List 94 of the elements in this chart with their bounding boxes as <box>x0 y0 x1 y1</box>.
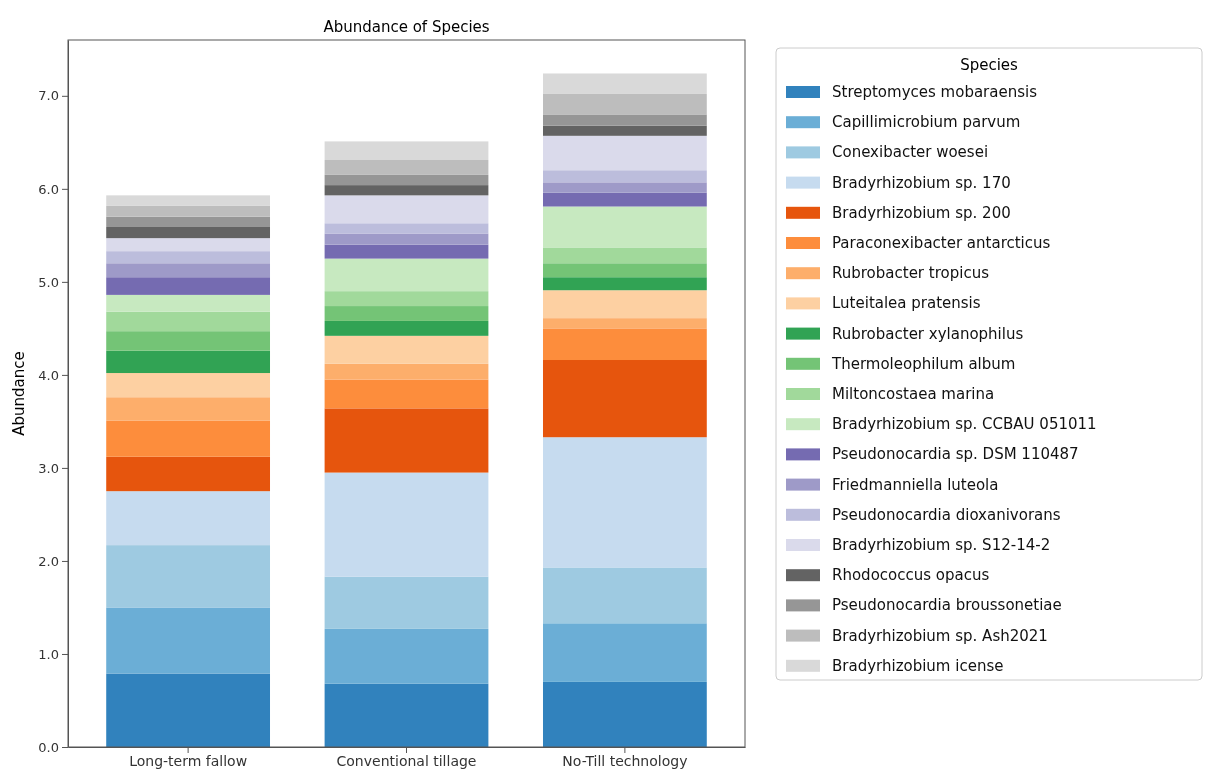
x-tick-label: Long-term fallow <box>129 752 248 769</box>
bar <box>106 331 271 351</box>
legend-label: Bradyrhizobium sp. CCBAU 051011 <box>832 415 1097 434</box>
chart-title: Abundance of Species <box>323 18 490 36</box>
x-tick-label: No-Till technology <box>562 752 688 769</box>
bar <box>106 397 271 421</box>
bar <box>542 290 707 319</box>
legend-label: Miltoncostaea marina <box>832 385 995 403</box>
bar <box>324 320 489 336</box>
bar <box>324 244 489 259</box>
bar <box>542 437 707 568</box>
legend-label: Thermoleophilum album <box>831 354 1016 373</box>
legend-label: Luteitalea pratensis <box>832 294 981 313</box>
legend-label: Paraconexibacter antarcticus <box>832 234 1051 252</box>
bar <box>324 233 489 245</box>
legend-label: Rhodococcus opacus <box>832 566 990 585</box>
x-tick-label: Conventional tillage <box>336 752 477 769</box>
legend-title: Species <box>960 56 1019 74</box>
bar <box>106 607 271 674</box>
bar <box>106 420 271 457</box>
y-tick-label: 6.0 <box>38 181 59 197</box>
bar <box>542 567 707 624</box>
bar <box>324 185 489 196</box>
bar <box>106 673 271 747</box>
bar <box>106 238 271 252</box>
bar <box>542 192 707 207</box>
bar <box>106 277 271 295</box>
bar <box>542 681 707 747</box>
bar <box>324 628 489 684</box>
bar <box>324 363 489 380</box>
bar <box>324 174 489 186</box>
y-tick-label: 1.0 <box>38 646 59 662</box>
bar <box>324 683 489 747</box>
legend-label: Bradyrhizobium sp. 170 <box>832 173 1011 192</box>
bar <box>324 291 489 307</box>
bar <box>324 335 489 364</box>
y-tick-label: 0.0 <box>38 739 59 755</box>
legend-label: Pseudonocardia broussonetiae <box>832 596 1062 615</box>
bar <box>324 141 489 160</box>
bar <box>324 258 489 292</box>
bar <box>106 456 271 492</box>
legend-label: Bradyrhizobium sp. Ash2021 <box>832 626 1048 645</box>
bar <box>542 277 707 291</box>
bar <box>106 195 271 206</box>
bar <box>324 379 489 409</box>
legend-label: Pseudonocardia dioxanivorans <box>832 505 1061 524</box>
bar <box>324 576 489 629</box>
bar <box>542 135 707 171</box>
bar <box>542 247 707 264</box>
bar <box>542 263 707 278</box>
bar <box>324 223 489 234</box>
bar <box>542 93 707 115</box>
legend-label: Streptomyces mobaraensis <box>832 83 1038 101</box>
bar <box>542 318 707 329</box>
legend-label: Rubrobacter xylanophilus <box>832 324 1024 343</box>
bar <box>542 170 707 183</box>
legend-label: Bradyrhizobium icense <box>832 656 1004 675</box>
legend-label: Bradyrhizobium sp. 200 <box>832 203 1011 222</box>
y-tick-label: 3.0 <box>38 460 59 476</box>
bar <box>106 226 271 239</box>
y-tick-label: 2.0 <box>38 553 59 569</box>
bar <box>324 408 489 473</box>
legend-label: Conexibacter woesei <box>832 143 989 162</box>
bar <box>542 328 707 361</box>
bar <box>542 114 707 126</box>
bar <box>542 623 707 682</box>
bar <box>106 373 271 398</box>
bar <box>324 472 489 577</box>
bar <box>324 160 489 175</box>
bar <box>106 491 271 546</box>
y-tick-label: 5.0 <box>38 274 59 290</box>
legend-label: Friedmanniella luteola <box>832 475 999 494</box>
y-tick-label: 7.0 <box>38 88 59 104</box>
bar <box>106 350 271 374</box>
y-tick-label: 4.0 <box>38 367 59 383</box>
legend-label: Capillimicrobium parvum <box>832 113 1021 132</box>
bar <box>324 306 489 321</box>
bar <box>106 294 271 312</box>
bar <box>106 205 271 217</box>
legend-label: Pseudonocardia sp. DSM 110487 <box>832 445 1079 464</box>
bar <box>106 545 271 608</box>
bar <box>542 73 707 94</box>
y-axis-title: Abundance <box>10 351 28 436</box>
bar <box>106 216 271 227</box>
legend-label: Rubrobacter tropicus <box>832 264 990 283</box>
bar <box>542 182 707 193</box>
bar <box>542 360 707 438</box>
bar <box>106 251 271 264</box>
bar <box>324 195 489 224</box>
bar <box>542 206 707 248</box>
legend-label: Bradyrhizobium sp. S12-14-2 <box>832 536 1051 554</box>
bar <box>542 125 707 136</box>
bar <box>106 311 271 332</box>
bar <box>106 263 271 278</box>
